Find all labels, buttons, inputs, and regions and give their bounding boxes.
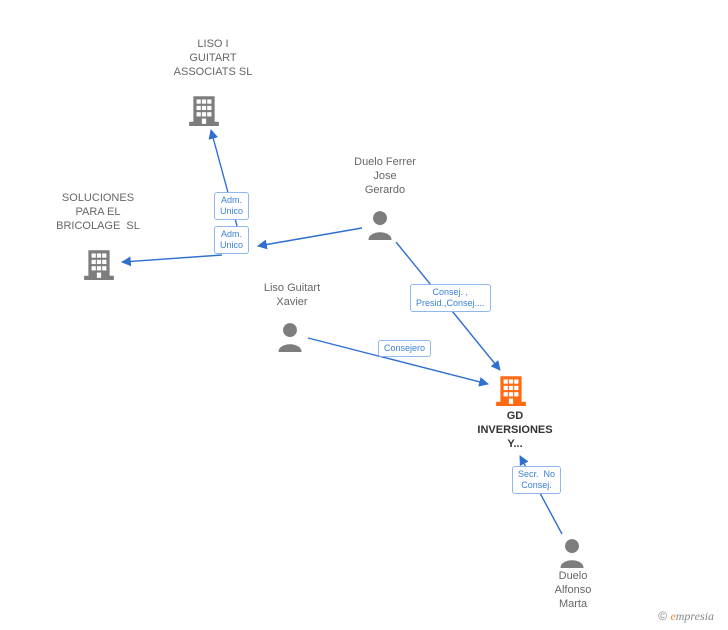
- edge-label-adm-unico-2: Adm. Unico: [214, 226, 249, 254]
- person-icon: [366, 210, 394, 240]
- brand-rest: mpresia: [676, 609, 714, 623]
- node-label-gd-inversiones: GD INVERSIONES Y...: [470, 410, 560, 451]
- edge-label-consejero: Consejero: [378, 340, 431, 357]
- building-icon: [494, 372, 528, 406]
- node-label-duelo-marta: Duelo Alfonso Marta: [543, 570, 603, 611]
- node-label-liso-xavier: Liso Guitart Xavier: [249, 282, 335, 310]
- node-label-soluciones: SOLUCIONES PARA EL BRICOLAGE SL: [48, 192, 148, 233]
- diagram-canvas: LISO I GUITART ASSOCIATS SL SOLUCIONES P…: [0, 0, 728, 630]
- building-icon: [82, 246, 116, 280]
- person-icon: [558, 538, 586, 568]
- person-icon: [276, 322, 304, 352]
- copyright-symbol: ©: [658, 609, 667, 623]
- edge-label-consej-presid: Consej. , Presid.,Consej....: [410, 284, 491, 312]
- building-icon: [187, 92, 221, 126]
- edge-label-secr-no-consej: Secr. No Consej.: [512, 466, 561, 494]
- copyright: © empresia: [658, 609, 714, 624]
- edge-label-adm-unico-1: Adm. Unico: [214, 192, 249, 220]
- edges-layer: [0, 0, 728, 630]
- node-label-duelo-ferrer: Duelo Ferrer Jose Gerardo: [342, 156, 428, 197]
- node-label-liso-associats: LISO I GUITART ASSOCIATS SL: [168, 38, 258, 79]
